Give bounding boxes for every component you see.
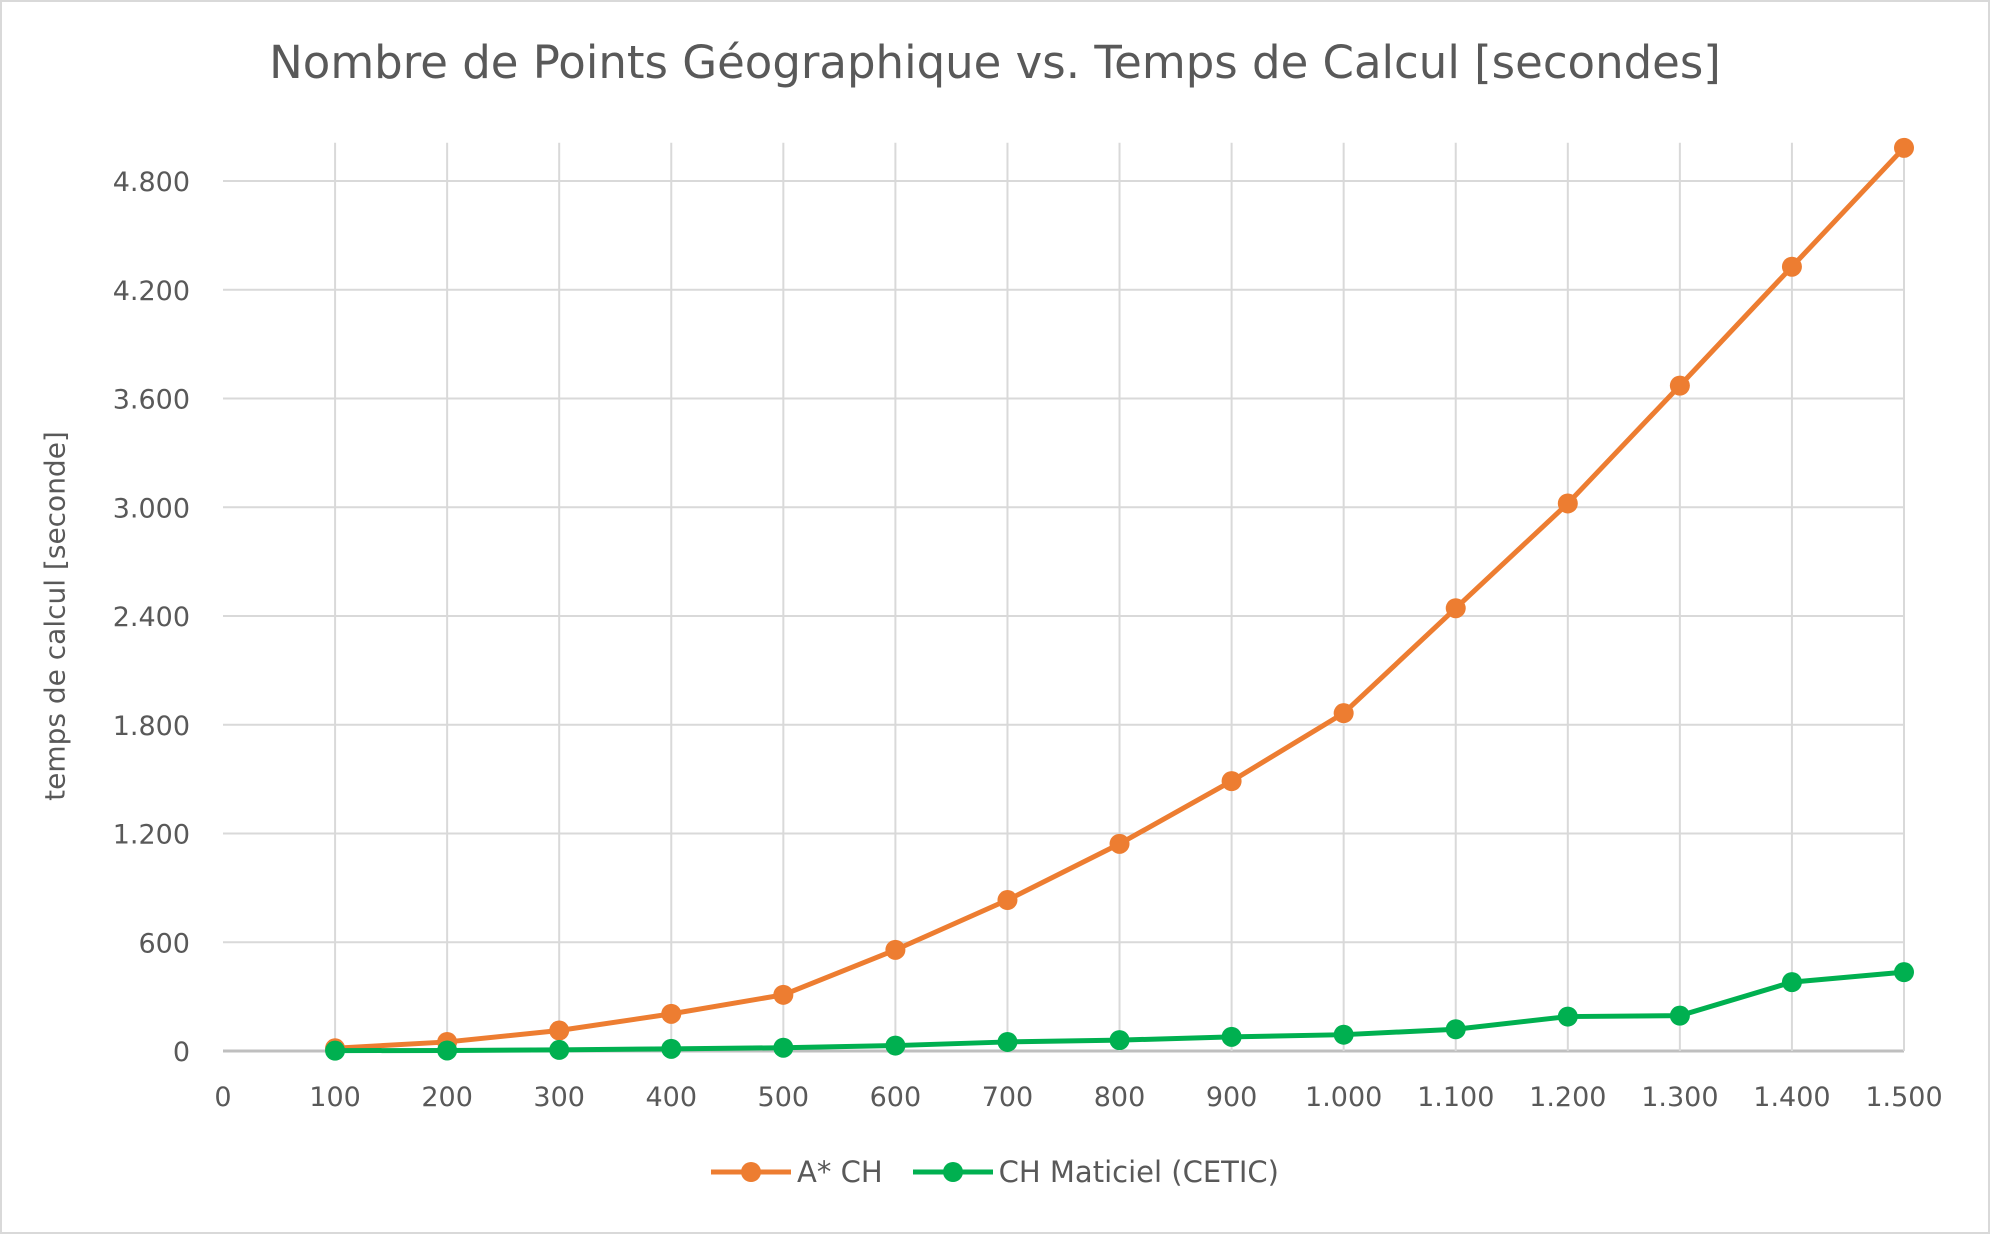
data-point xyxy=(1333,703,1354,724)
chart-title: Nombre de Points Géographique vs. Temps … xyxy=(269,36,1721,89)
y-tick-label: 0 xyxy=(173,1037,190,1068)
data-point xyxy=(661,1038,682,1059)
data-point xyxy=(325,1040,346,1061)
x-tick-label: 800 xyxy=(1094,1082,1146,1113)
data-point xyxy=(773,1037,794,1058)
legend-marker-icon xyxy=(711,1162,792,1182)
y-tick-label: 2.400 xyxy=(113,602,190,633)
x-tick-label: 100 xyxy=(309,1082,361,1113)
data-point xyxy=(1445,1019,1466,1040)
data-point xyxy=(549,1039,570,1060)
y-tick-label: 4.800 xyxy=(113,167,190,198)
y-tick-label: 4.200 xyxy=(113,276,190,307)
legend: A* CH CH Maticiel (CETIC) xyxy=(0,1155,1990,1189)
x-tick-label: 300 xyxy=(533,1082,585,1113)
legend-marker-icon xyxy=(912,1162,993,1182)
x-tick-label: 400 xyxy=(645,1082,697,1113)
x-tick-label: 1.400 xyxy=(1753,1082,1830,1113)
data-point xyxy=(1221,1026,1242,1047)
x-tick-label: 0 xyxy=(214,1082,231,1113)
x-tick-label: 1.300 xyxy=(1641,1082,1718,1113)
y-tick-label: 3.000 xyxy=(113,493,190,524)
x-tick-label: 1.200 xyxy=(1529,1082,1606,1113)
data-point xyxy=(1557,1006,1578,1027)
data-point xyxy=(997,890,1018,911)
x-tick-label: 500 xyxy=(758,1082,810,1113)
data-point xyxy=(1894,137,1914,158)
x-tick-label: 1.000 xyxy=(1305,1082,1382,1113)
data-point xyxy=(1445,598,1466,619)
data-point xyxy=(1333,1024,1354,1045)
data-point xyxy=(885,1035,906,1056)
data-point xyxy=(661,1003,682,1024)
y-tick-label: 600 xyxy=(138,928,190,959)
x-tick-label: 1.100 xyxy=(1417,1082,1494,1113)
x-tick-label: 600 xyxy=(870,1082,922,1113)
data-point xyxy=(1109,1030,1130,1051)
data-point xyxy=(1669,1005,1690,1026)
legend-label: CH Maticiel (CETIC) xyxy=(998,1155,1279,1189)
data-point xyxy=(773,984,794,1005)
data-point xyxy=(1557,493,1578,514)
x-tick-label: 200 xyxy=(421,1082,473,1113)
x-tick-label: 900 xyxy=(1206,1082,1258,1113)
data-point xyxy=(1109,833,1130,854)
legend-label: A* CH xyxy=(797,1155,883,1189)
data-point xyxy=(549,1020,570,1041)
data-point xyxy=(1781,256,1802,277)
x-tick-label: 1.500 xyxy=(1865,1082,1942,1113)
data-point xyxy=(437,1040,458,1061)
legend-item: CH Maticiel (CETIC) xyxy=(912,1155,1279,1189)
data-point xyxy=(1894,962,1914,983)
x-tick-label: 700 xyxy=(982,1082,1034,1113)
data-point xyxy=(885,939,906,960)
data-point xyxy=(1669,375,1690,396)
data-point xyxy=(997,1031,1018,1052)
data-point xyxy=(1781,972,1802,993)
legend-item: A* CH xyxy=(711,1155,883,1189)
y-tick-label: 3.600 xyxy=(113,385,190,416)
y-tick-label: 1.200 xyxy=(113,820,190,851)
y-tick-label: 1.800 xyxy=(113,711,190,742)
data-point xyxy=(1221,771,1242,792)
